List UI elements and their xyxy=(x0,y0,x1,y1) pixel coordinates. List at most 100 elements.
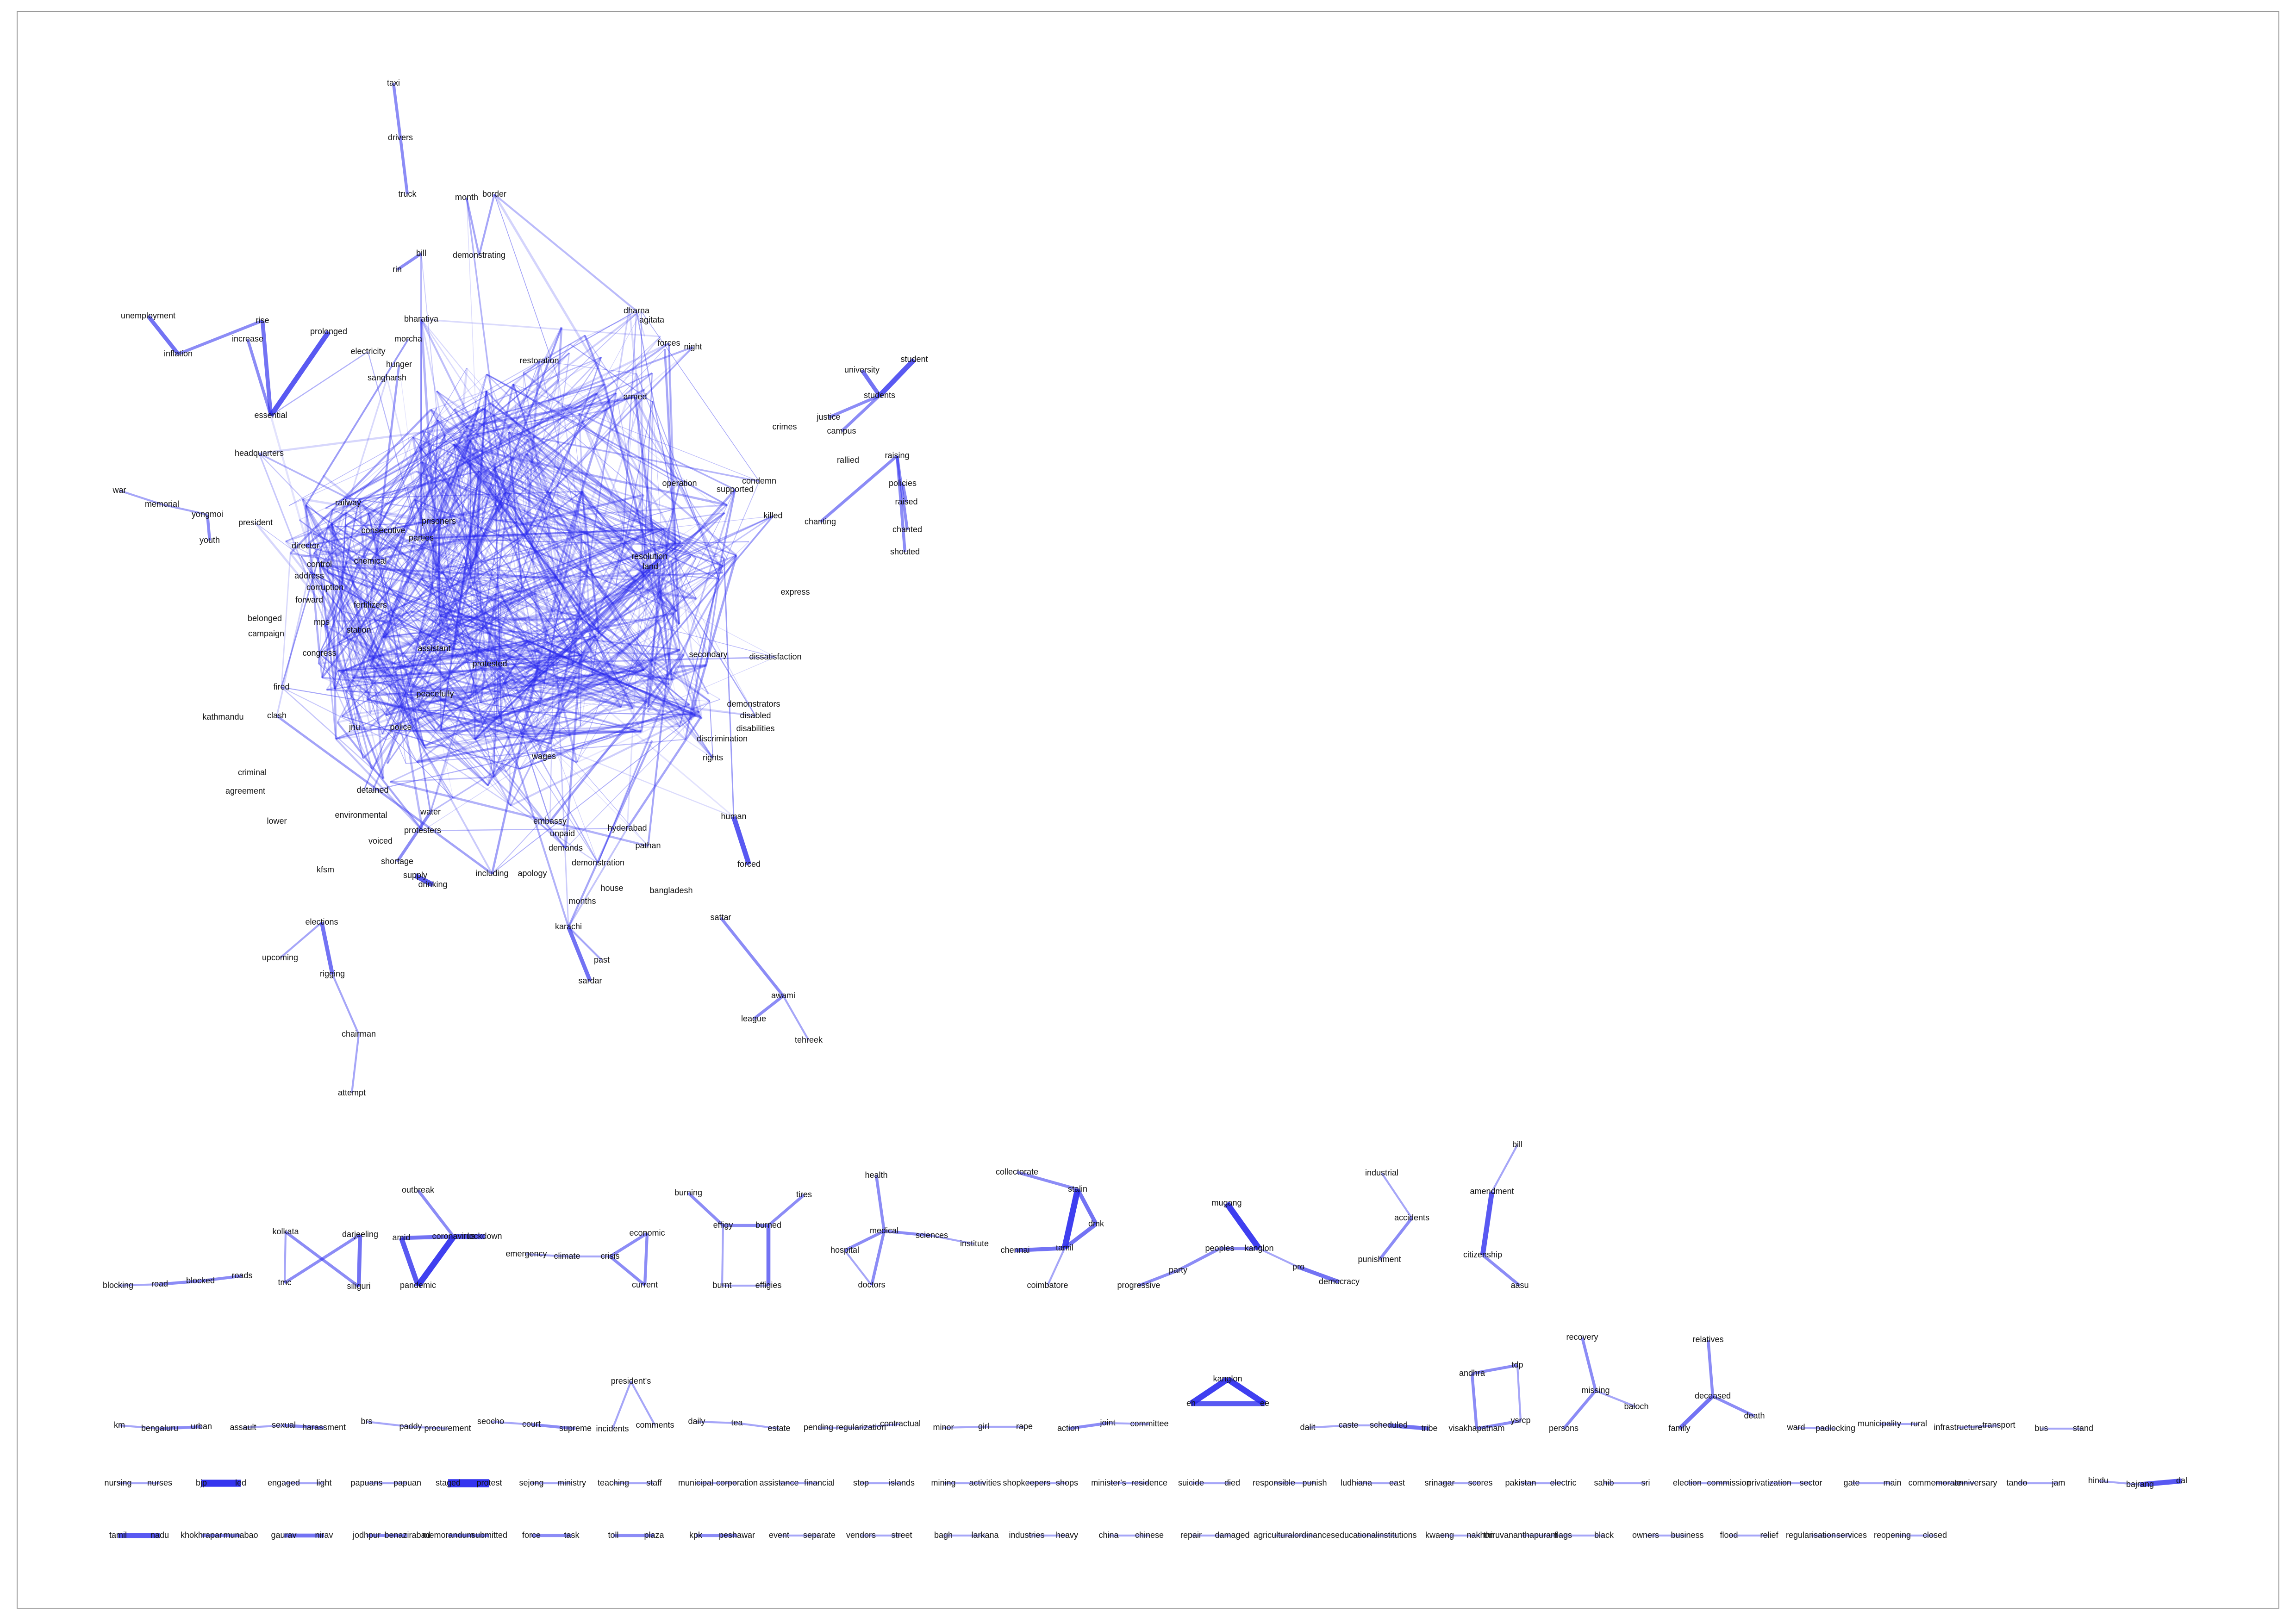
cluster-edge xyxy=(535,593,721,700)
cluster-edge xyxy=(369,379,559,562)
cluster-edge xyxy=(500,379,559,603)
cluster-edge xyxy=(417,648,435,703)
cluster-edge xyxy=(305,545,580,617)
cluster-edge xyxy=(422,356,602,431)
cluster-edge xyxy=(477,336,661,512)
edge-progressive-party xyxy=(1138,1269,1179,1287)
cluster-edge xyxy=(382,505,503,638)
edge-deceased-family xyxy=(1678,1394,1714,1430)
cluster-edge xyxy=(578,512,725,617)
node-amendment: amendment xyxy=(1470,1187,1514,1196)
cluster-edge xyxy=(382,492,551,638)
node-tdp: tdp xyxy=(1511,1360,1523,1369)
edge-mugang-kanglon xyxy=(1224,1201,1262,1250)
cluster-edge xyxy=(647,555,737,713)
node-punish: punish xyxy=(1302,1478,1327,1487)
cluster-edge xyxy=(463,556,551,822)
cluster-edge xyxy=(421,462,443,624)
cluster-edge xyxy=(313,553,542,700)
cluster-edge xyxy=(483,408,724,567)
cluster-edge xyxy=(508,432,523,589)
node-pending: pending xyxy=(804,1423,833,1432)
cluster-edge xyxy=(568,828,628,927)
cluster-edge xyxy=(525,541,681,686)
cluster-edge xyxy=(331,523,387,676)
cluster-edge xyxy=(421,374,487,539)
cluster-edge xyxy=(318,653,323,678)
cluster-edge xyxy=(369,654,581,658)
cluster-edge xyxy=(484,615,580,651)
cluster-edge xyxy=(462,384,605,425)
cluster-edge xyxy=(368,513,437,730)
cluster-edge xyxy=(474,640,528,740)
cluster-edge xyxy=(469,440,583,620)
cluster-edge xyxy=(549,353,570,498)
cluster-edge xyxy=(480,691,520,704)
cluster-edge xyxy=(461,393,597,460)
cluster-edge xyxy=(386,588,433,764)
cluster-edge xyxy=(300,556,342,611)
cluster-edge xyxy=(374,335,585,525)
cluster-edge xyxy=(334,642,340,677)
edge-sattar-awami xyxy=(719,917,785,997)
cluster-edge xyxy=(454,443,728,506)
edge-rin-bill xyxy=(396,252,422,271)
node-unpaid: unpaid xyxy=(550,829,575,838)
cluster-edge xyxy=(366,435,446,700)
node-srinagar: srinagar xyxy=(1424,1478,1454,1487)
node-bjp: bjp xyxy=(196,1478,207,1487)
cluster-edge xyxy=(484,530,643,650)
cluster-edge xyxy=(665,663,670,684)
node-voiced: voiced xyxy=(368,836,393,846)
cluster-edge xyxy=(387,675,669,685)
cluster-edge xyxy=(421,538,551,744)
cluster-edge xyxy=(373,619,426,749)
cluster-edge xyxy=(285,526,328,542)
dense-cluster-layer xyxy=(255,193,776,927)
cluster-edge xyxy=(595,635,644,671)
cluster-edge xyxy=(520,630,645,735)
node-owners: owners xyxy=(1632,1530,1659,1540)
cluster-edge xyxy=(407,478,450,490)
cluster-edge xyxy=(470,492,506,698)
cluster-edge xyxy=(318,527,329,654)
cluster-edge xyxy=(542,654,649,708)
cluster-edge xyxy=(439,529,664,608)
cluster-edge xyxy=(494,468,502,725)
cluster-edge xyxy=(436,565,542,700)
cluster-edge xyxy=(352,678,520,770)
cluster-edge xyxy=(523,372,527,535)
cluster-edge xyxy=(425,714,700,749)
cluster-edge xyxy=(369,440,472,666)
cluster-edge xyxy=(334,512,347,690)
node-youth: youth xyxy=(200,535,220,545)
cluster-edge xyxy=(414,383,605,501)
node-stalin: stalin xyxy=(1068,1184,1087,1194)
cluster-edge xyxy=(482,481,545,684)
cluster-edge xyxy=(635,346,693,398)
edge-drinking-supply xyxy=(414,873,434,887)
cluster-edge xyxy=(642,530,696,715)
cluster-edge xyxy=(378,533,582,616)
cluster-edge xyxy=(374,618,557,657)
cluster-edge xyxy=(495,538,624,595)
cluster-edge xyxy=(418,447,651,568)
cluster-edge xyxy=(526,640,543,656)
cluster-edge xyxy=(299,519,490,665)
cluster-edge xyxy=(527,690,710,702)
cluster-edge xyxy=(580,491,600,633)
node-sri: sri xyxy=(1641,1478,1650,1487)
cluster-edge xyxy=(386,487,490,715)
cluster-edge xyxy=(556,654,672,681)
cluster-edge xyxy=(642,530,667,664)
cluster-edge xyxy=(288,430,423,506)
diagram-frame xyxy=(17,11,2279,1609)
node-policies: policies xyxy=(889,479,917,488)
cluster-edge xyxy=(418,447,551,499)
cluster-edge xyxy=(437,419,539,668)
cluster-edge xyxy=(513,459,669,685)
cluster-edge xyxy=(642,373,653,588)
cluster-edge xyxy=(535,603,561,728)
cluster-edge xyxy=(319,444,455,565)
cluster-edge xyxy=(421,430,438,566)
